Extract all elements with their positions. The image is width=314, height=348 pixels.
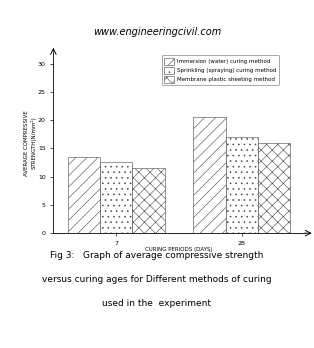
Bar bbox=[226, 137, 258, 233]
Legend: Immersion (water) curing method, Sprinkling (spraying) curing method, Membrane p: Immersion (water) curing method, Sprinkl… bbox=[162, 55, 279, 85]
Bar bbox=[193, 117, 226, 233]
Text: Fig 3:   Graph of average compressive strength: Fig 3: Graph of average compressive stre… bbox=[50, 251, 264, 260]
Bar bbox=[258, 143, 290, 233]
Text: www.engineeringcivil.com: www.engineeringcivil.com bbox=[93, 26, 221, 37]
X-axis label: CURING PERIODS (DAYS): CURING PERIODS (DAYS) bbox=[145, 247, 213, 252]
Y-axis label: AVERAGE COMPRESSIVE
STRENGTH(N/mm²): AVERAGE COMPRESSIVE STRENGTH(N/mm²) bbox=[24, 110, 36, 175]
Text: versus curing ages for Different methods of curing: versus curing ages for Different methods… bbox=[42, 275, 272, 284]
Bar bbox=[100, 163, 132, 233]
Text: used in the  experiment: used in the experiment bbox=[102, 299, 212, 308]
Bar bbox=[132, 168, 165, 233]
Bar bbox=[68, 157, 100, 233]
